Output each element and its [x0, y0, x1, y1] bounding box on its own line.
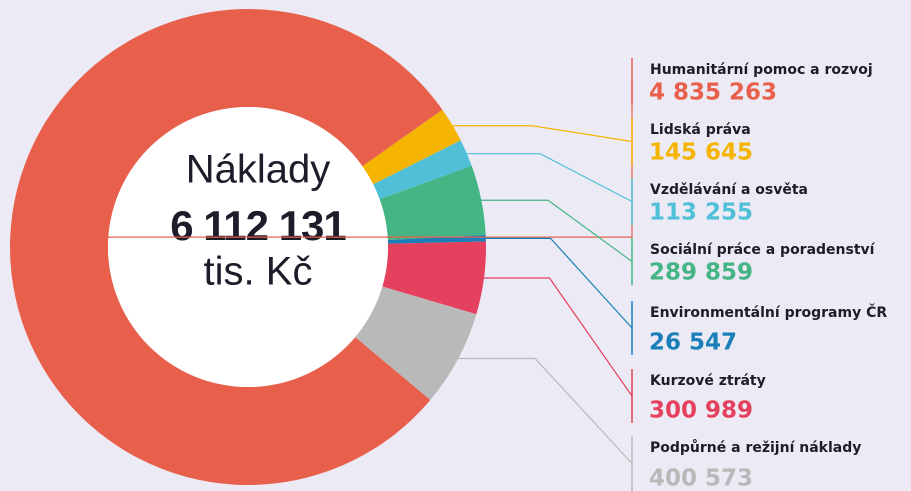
- value-label: 400 573: [649, 466, 753, 491]
- category-label: Sociální práce a poradenství: [650, 242, 876, 258]
- connector: [455, 357, 633, 464]
- connector: [483, 237, 633, 329]
- value-label: 145 645: [649, 140, 753, 166]
- center-unit: tis. Kč: [204, 250, 313, 294]
- value-label: 113 255: [649, 200, 753, 226]
- connector: [450, 125, 633, 143]
- slice: [362, 109, 461, 185]
- connector: [464, 153, 633, 203]
- category-label: Vzdělávání a osvěta: [650, 182, 808, 198]
- connector: [481, 277, 633, 397]
- category-label: Podpůrné a režijní náklady: [650, 439, 861, 456]
- category-label: Lidská práva: [650, 122, 751, 138]
- connector: [479, 199, 633, 262]
- center-title: Náklady: [186, 148, 331, 192]
- slice: [382, 241, 486, 315]
- slice: [373, 140, 472, 200]
- slice: [355, 286, 477, 400]
- value-label: 300 989: [649, 398, 753, 424]
- center-value: 6 112 131: [170, 202, 346, 249]
- value-label: 289 859: [649, 260, 753, 286]
- slice: [379, 165, 486, 240]
- value-label: 26 547: [649, 330, 737, 356]
- category-label: Humanitární pomoc a rozvoj: [650, 62, 873, 78]
- category-label: Environmentální programy ČR: [650, 303, 887, 321]
- donut-hole: [108, 107, 388, 387]
- value-label: 4 835 263: [649, 80, 777, 106]
- slice: [10, 9, 443, 486]
- category-label: Kurzové ztráty: [650, 373, 766, 389]
- slices: [10, 9, 486, 486]
